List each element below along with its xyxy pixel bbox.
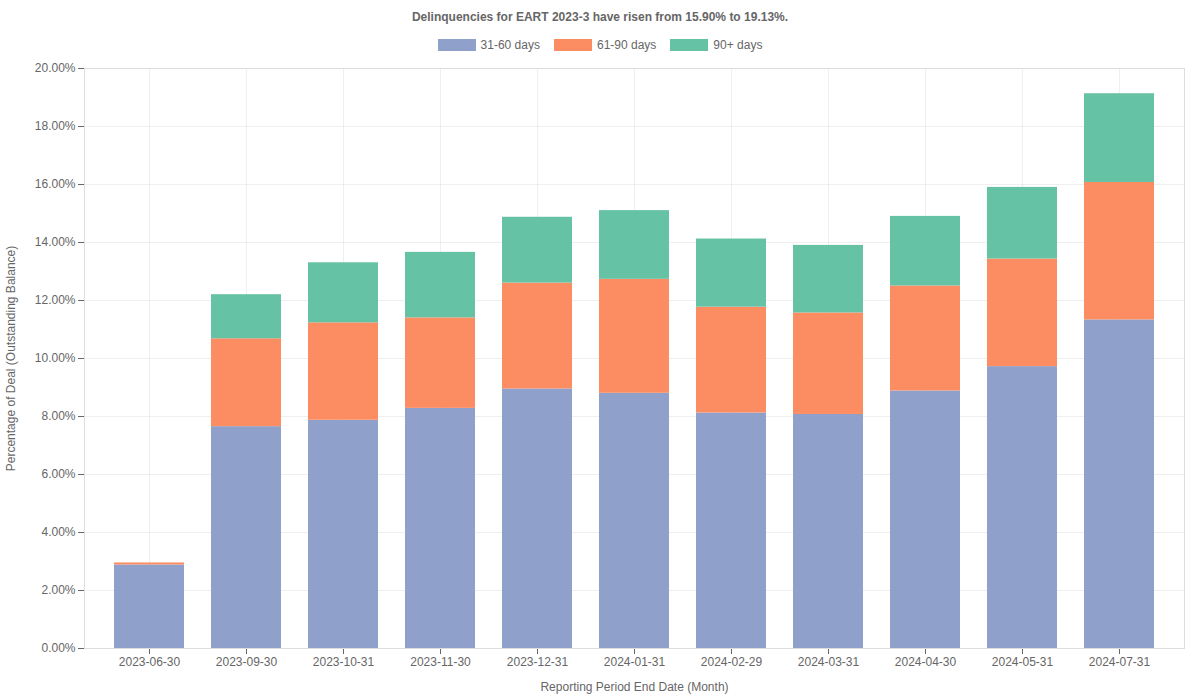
svg-text:20.00%: 20.00% bbox=[35, 61, 76, 75]
svg-text:2024-02-29: 2024-02-29 bbox=[701, 655, 763, 669]
svg-text:6.00%: 6.00% bbox=[41, 467, 75, 481]
svg-text:Reporting Period End Date (Mon: Reporting Period End Date (Month) bbox=[540, 680, 728, 694]
svg-text:2023-10-31: 2023-10-31 bbox=[313, 655, 375, 669]
svg-text:4.00%: 4.00% bbox=[41, 525, 75, 539]
svg-text:8.00%: 8.00% bbox=[41, 409, 75, 423]
svg-text:16.00%: 16.00% bbox=[35, 177, 76, 191]
svg-text:2024-07-31: 2024-07-31 bbox=[1089, 655, 1151, 669]
svg-text:2024-05-31: 2024-05-31 bbox=[992, 655, 1054, 669]
svg-text:2024-01-31: 2024-01-31 bbox=[604, 655, 666, 669]
html-text:90+ days: 90+ days bbox=[713, 38, 763, 52]
svg-text:2024-03-31: 2024-03-31 bbox=[798, 655, 860, 669]
svg-text:10.00%: 10.00% bbox=[35, 351, 76, 365]
html-text:31-60 days: 31-60 days bbox=[480, 38, 540, 52]
html-text:61-90 days: 61-90 days bbox=[597, 38, 657, 52]
svg-text:12.00%: 12.00% bbox=[35, 293, 76, 307]
svg-text:14.00%: 14.00% bbox=[35, 235, 76, 249]
svg-text:2023-12-31: 2023-12-31 bbox=[507, 655, 569, 669]
html-text:Delinquencies for EART 2023-3: Delinquencies for EART 2023-3 have risen… bbox=[411, 10, 789, 24]
svg-text:18.00%: 18.00% bbox=[35, 119, 76, 133]
svg-text:0.00%: 0.00% bbox=[41, 641, 75, 655]
svg-text:Percentage of Deal (Outstandin: Percentage of Deal (Outstanding Balance) bbox=[4, 246, 18, 471]
svg-text:2023-09-30: 2023-09-30 bbox=[216, 655, 278, 669]
svg-text:2024-04-30: 2024-04-30 bbox=[895, 655, 957, 669]
svg-text:2.00%: 2.00% bbox=[41, 583, 75, 597]
svg-text:2023-11-30: 2023-11-30 bbox=[410, 655, 471, 669]
svg-text:2023-06-30: 2023-06-30 bbox=[119, 655, 181, 669]
